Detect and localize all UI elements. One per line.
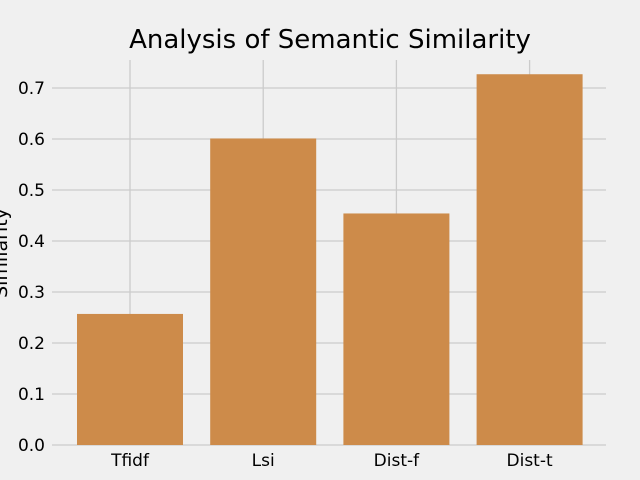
y-tick-label: 0.7	[18, 79, 45, 99]
y-tick-label: 0.3	[18, 283, 45, 303]
bar-tfidf	[77, 313, 183, 445]
bar-lsi	[210, 138, 317, 446]
bar-dist-t	[476, 74, 583, 445]
y-tick-label: 0.5	[18, 181, 45, 201]
x-tick-label: Tfidf	[110, 451, 150, 471]
chart-title: Analysis of Semantic Similarity	[129, 25, 531, 55]
y-tick-label: 0.0	[18, 436, 45, 456]
y-tick-label: 0.4	[18, 232, 45, 252]
x-tick-labels: Tfidf Lsi Dist-f Dist-t	[110, 451, 553, 471]
y-axis-label: Similarity	[0, 208, 12, 298]
y-tick-label: 0.1	[18, 385, 45, 405]
x-tick-label: Dist-f	[374, 451, 420, 471]
x-tick-label: Dist-t	[507, 451, 553, 471]
x-tick-label: Lsi	[252, 451, 275, 471]
y-tick-labels: 0.0 0.1 0.2 0.3 0.4 0.5 0.6 0.7	[18, 79, 45, 456]
bars	[77, 74, 583, 446]
y-tick-label: 0.6	[18, 130, 45, 150]
bar-dist-f	[343, 213, 450, 445]
y-tick-label: 0.2	[18, 334, 45, 354]
